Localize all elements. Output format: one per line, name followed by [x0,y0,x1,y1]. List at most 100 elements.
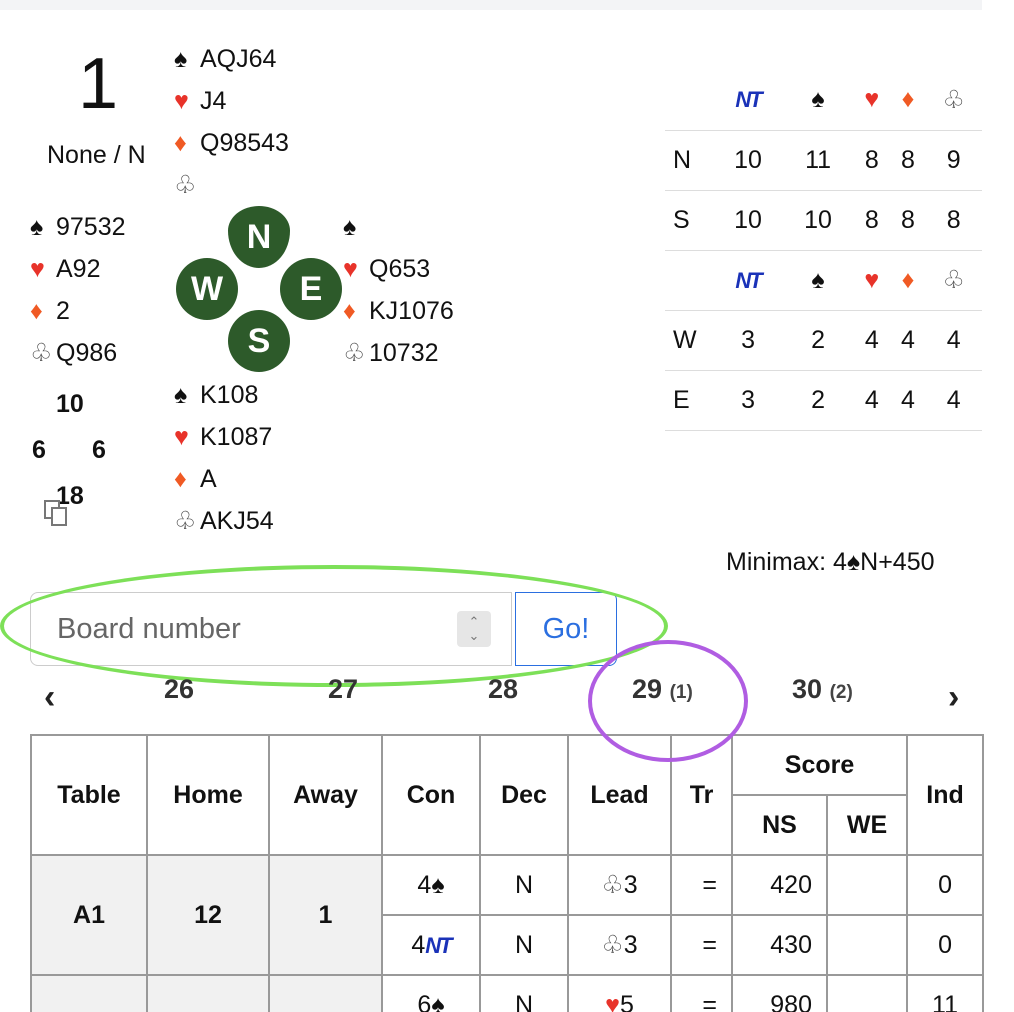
header-lead: Lead [567,734,672,856]
dd-header-row: NT ♠ ♥ ♦ ♧ [665,70,982,131]
dd-seat: E [665,370,713,431]
dd-cell: 11 [783,130,854,191]
east-clubs: 10732 [369,339,439,367]
compass-south: S [228,310,290,372]
double-dummy-table: NT ♠ ♥ ♦ ♧ N 10 11 8 8 9 S 10 10 8 8 8 N… [665,70,982,431]
copy-icon[interactable] [42,498,72,528]
cell-away: 1 [268,854,383,976]
pager-count: (2) [829,682,853,703]
pager-item-28[interactable]: 28 [488,674,519,704]
cell-declarer: N [479,914,569,976]
spade-icon: ♠ [431,990,445,1012]
table-row: 6♠ N ♥5 = 980 11 [30,974,985,1012]
pager-item-27[interactable]: 27 [328,674,359,704]
chevron-left-icon[interactable]: ‹ [44,678,56,716]
header-con: Con [381,734,481,856]
cell-lead: ♧3 [567,914,672,976]
spade-icon: ♠ [174,45,188,73]
minimax-text: Minimax: 4♠N+450 [726,548,935,577]
dd-cell: 8 [890,190,926,251]
cell-ns: 980 [731,974,828,1012]
spade-icon: ♠ [811,265,825,294]
notrump-icon: NT [735,267,762,293]
club-icon: ♧ [174,507,197,535]
header-home: Home [146,734,270,856]
club-icon: ♧ [942,85,965,114]
top-bar [0,0,982,10]
cell-ind: 0 [906,914,985,976]
south-clubs: AKJ54 [200,507,274,535]
cell-lead: ♥5 [567,974,672,1012]
green-annotation-oval [0,565,668,687]
compass: N W E S [172,200,342,372]
cell-contract: 6♠ [381,974,481,1012]
club-icon: ♧ [30,339,53,367]
hcp-south: 18 [56,482,84,510]
minimax-prefix: Minimax: 4 [726,548,847,576]
header-we: WE [825,794,909,856]
south-hearts: K1087 [200,423,273,451]
dd-cell: 8 [853,130,891,191]
diamond-icon: ♦ [901,85,915,114]
diamond-icon: ♦ [174,465,187,493]
dd-cell: 4 [925,370,982,431]
east-hand: ♠ ♥ Q653 ♦ KJ1076 ♧ 10732 [343,206,454,374]
cell-we [825,914,909,976]
header-dec: Dec [479,734,569,856]
west-diamonds: 2 [56,297,70,325]
west-hand: ♠ 97532 ♥ A92 ♦ 2 ♧ Q986 [30,206,126,374]
club-icon: ♧ [343,339,366,367]
pager-item-30[interactable]: 30 (2) [792,674,853,704]
board-number: 1 [78,44,119,124]
dd-cell: 3 [713,370,784,431]
hcp-west: 6 [32,436,46,464]
north-hand: ♠ AQJ64 ♥ J4 ♦ Q98543 ♧ [174,38,289,206]
cell-contract: 4♠ [381,854,481,916]
east-hearts: Q653 [369,255,431,283]
diamond-icon: ♦ [174,129,187,157]
dd-cell: 10 [713,130,784,191]
dd-cell: 4 [853,310,891,371]
dd-cell: 8 [925,190,982,251]
cell-ns: 430 [731,914,828,976]
cell-tricks: = [670,914,733,976]
dd-row: E 3 2 4 4 4 [665,370,982,431]
west-spades: 97532 [56,213,126,241]
heart-icon: ♥ [605,990,620,1012]
dd-seat: N [665,130,713,191]
dd-cell: 8 [853,190,891,251]
pager-item-26[interactable]: 26 [164,674,195,704]
cell-declarer: N [479,854,569,916]
diamond-icon: ♦ [343,297,356,325]
dd-row: W 3 2 4 4 4 [665,310,982,371]
heart-icon: ♥ [343,255,358,283]
cell-table: A1 [30,854,148,976]
dd-header-row: NT ♠ ♥ ♦ ♧ [665,250,982,311]
cell-home: 12 [146,854,270,976]
club-icon: ♧ [601,871,624,899]
cell-ind: 0 [906,854,985,916]
heart-icon: ♥ [864,85,880,114]
header-ns: NS [731,794,828,856]
compass-west: W [176,258,238,320]
chevron-right-icon[interactable]: › [948,678,960,716]
compass-east: E [280,258,342,320]
spade-icon: ♠ [431,870,445,899]
south-hand: ♠ K108 ♥ K1087 ♦ A ♧ AKJ54 [174,374,274,542]
south-diamonds: A [200,465,217,493]
heart-icon: ♥ [30,255,45,283]
notrump-icon: NT [425,932,452,958]
header-ind: Ind [906,734,985,856]
vulnerability-dealer: None / N [47,141,146,169]
results-table: Table Home Away Con Dec Lead Tr Score In… [30,734,985,1012]
dd-cell: 2 [783,370,854,431]
south-spades: K108 [200,381,259,409]
dd-cell: 4 [853,370,891,431]
west-clubs: Q986 [56,339,118,367]
dd-cell: 9 [925,130,982,191]
dd-seat: W [665,310,713,371]
club-icon: ♧ [942,266,965,294]
table-row: 4NT N ♧3 = 430 0 [31,914,985,976]
heart-icon: ♥ [174,423,189,451]
club-icon: ♧ [601,931,624,959]
